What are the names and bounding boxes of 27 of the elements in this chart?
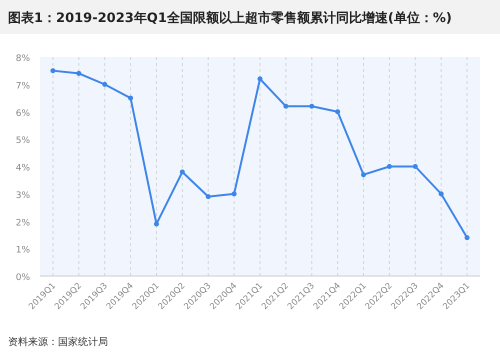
y-tick-label: 6%: [16, 108, 30, 119]
point: [464, 235, 470, 240]
point: [335, 109, 340, 114]
point: [438, 191, 444, 196]
y-tick-label: 2%: [16, 218, 30, 228]
point: [76, 70, 82, 76]
point: [258, 76, 262, 82]
point: [386, 164, 392, 169]
chart-title: 图表1：2019-2023年Q1全国限额以上超市零售额累计同比增速(单位：%): [8, 10, 452, 26]
point: [309, 104, 314, 109]
y-tick-label: 8%: [16, 54, 30, 64]
y-tick-label: 4%: [16, 164, 30, 174]
point: [361, 172, 366, 178]
point: [232, 191, 237, 196]
y-tick-label: 0%: [16, 273, 30, 283]
y-tick-label: 1%: [16, 246, 30, 256]
point: [283, 104, 288, 109]
y-tick-label: 3%: [16, 190, 30, 201]
point: [206, 194, 211, 200]
point: [50, 68, 56, 74]
point: [412, 164, 418, 169]
point: [180, 169, 185, 174]
y-tick-label: 7%: [16, 81, 30, 92]
point: [128, 96, 134, 101]
y-tick-label: 5%: [16, 136, 30, 146]
text: 资料来源：国家统计局: [8, 336, 108, 348]
point: [102, 82, 108, 87]
